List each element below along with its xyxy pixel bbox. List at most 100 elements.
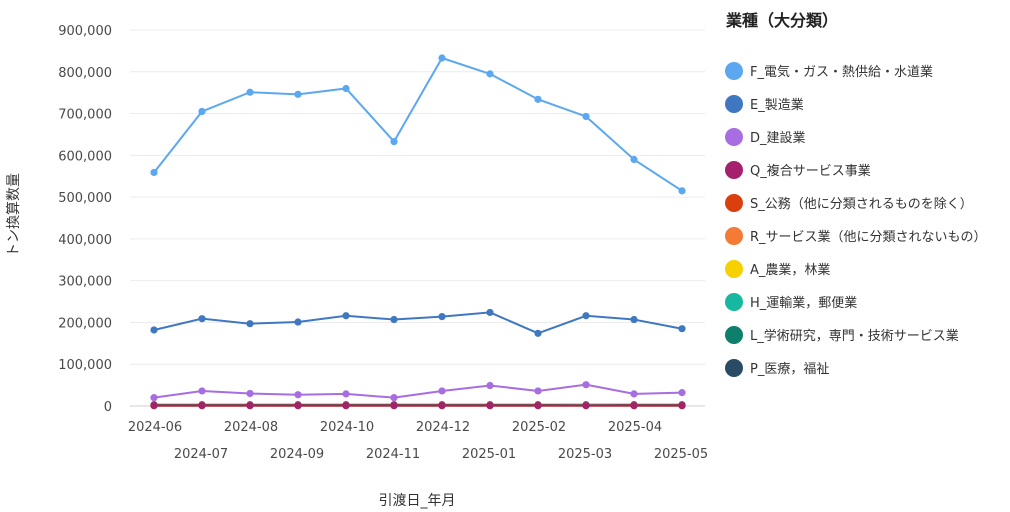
legend-item[interactable]: D_建設業	[725, 128, 806, 146]
data-point[interactable]	[390, 315, 398, 324]
data-point[interactable]	[294, 401, 302, 410]
x-tick-label: 2024-12	[416, 420, 470, 435]
legend-marker	[725, 359, 743, 377]
data-point[interactable]	[486, 308, 494, 317]
legend-label: S_公務（他に分類されるものを除く）	[750, 197, 973, 212]
data-point[interactable]	[246, 401, 254, 410]
data-point[interactable]	[678, 325, 686, 333]
legend-item[interactable]: L_学術研究，専門・技術サービス業	[725, 326, 959, 344]
y-tick-label: 0	[104, 400, 112, 415]
legend-marker	[725, 293, 743, 311]
data-point[interactable]	[198, 107, 206, 116]
data-point[interactable]	[678, 389, 686, 397]
data-point[interactable]	[246, 389, 254, 398]
series-group	[150, 401, 686, 410]
data-point[interactable]	[582, 112, 590, 121]
data-point[interactable]	[534, 329, 542, 337]
data-point[interactable]	[438, 387, 446, 395]
y-tick-label: 600,000	[58, 149, 112, 164]
data-point[interactable]	[678, 401, 686, 410]
legend-marker	[725, 128, 743, 146]
series-group	[150, 308, 686, 337]
legend-label: E_製造業	[750, 97, 804, 113]
legend-label: D_建設業	[750, 130, 806, 146]
data-point[interactable]	[630, 401, 638, 410]
data-point[interactable]	[438, 401, 446, 410]
legend-marker	[725, 194, 743, 212]
data-point[interactable]	[198, 387, 206, 395]
legend-marker	[725, 227, 743, 245]
legend-item[interactable]: P_医療，福祉	[725, 359, 829, 377]
data-point[interactable]	[342, 312, 350, 320]
x-axis-title: 引渡日_年月	[379, 493, 456, 509]
data-point[interactable]	[150, 168, 158, 177]
data-point[interactable]	[294, 318, 302, 326]
data-point[interactable]	[534, 401, 542, 410]
data-point[interactable]	[486, 401, 494, 410]
data-point[interactable]	[486, 381, 494, 390]
legend-item[interactable]: A_農業，林業	[725, 260, 830, 278]
series-group	[150, 54, 686, 195]
data-point[interactable]	[390, 394, 398, 402]
x-tick-label: 2024-09	[270, 447, 324, 462]
data-point[interactable]	[246, 88, 254, 96]
data-point[interactable]	[534, 95, 542, 103]
x-tick-label: 2025-03	[558, 447, 612, 462]
y-tick-label: 800,000	[58, 66, 112, 81]
y-axis-title: トン換算数量	[6, 173, 22, 257]
legend-label: A_農業，林業	[750, 262, 830, 278]
data-point[interactable]	[294, 90, 302, 98]
x-tick-label: 2025-01	[462, 447, 516, 462]
y-tick-label: 200,000	[58, 316, 112, 331]
legend[interactable]: F_電気・ガス・熱供給・水道業 E_製造業 D_建設業 Q_複合サービス事業 S_公務（…	[725, 62, 987, 377]
y-tick-label: 900,000	[58, 24, 112, 39]
data-point[interactable]	[342, 390, 350, 398]
data-point[interactable]	[150, 401, 158, 410]
data-point[interactable]	[198, 401, 206, 410]
data-point[interactable]	[630, 155, 638, 164]
data-point[interactable]	[390, 137, 398, 146]
legend-label: L_学術研究，専門・技術サービス業	[750, 328, 959, 344]
data-point[interactable]	[486, 70, 494, 78]
y-tick-label: 400,000	[58, 233, 112, 248]
legend-label: F_電気・ガス・熱供給・水道業	[750, 64, 933, 80]
data-point[interactable]	[582, 381, 590, 389]
data-point[interactable]	[342, 401, 350, 410]
series-line	[153, 311, 683, 335]
data-point[interactable]	[582, 312, 590, 320]
data-point[interactable]	[630, 390, 638, 398]
grid-lines	[130, 29, 705, 407]
legend-label: H_運輸業，郵便業	[750, 295, 857, 311]
data-point[interactable]	[294, 391, 302, 399]
legend-item[interactable]: H_運輸業，郵便業	[725, 293, 857, 311]
data-point[interactable]	[390, 401, 398, 410]
x-tick-label: 2024-06	[128, 420, 182, 435]
series-line	[153, 383, 683, 399]
x-tick-label: 2025-04	[608, 420, 662, 435]
data-point[interactable]	[150, 394, 158, 402]
legend-marker	[725, 326, 743, 344]
y-tick-label: 100,000	[58, 358, 112, 373]
legend-label: R_サービス業（他に分類されないもの）	[750, 229, 987, 245]
series-group	[150, 381, 686, 402]
legend-item[interactable]: S_公務（他に分類されるものを除く）	[725, 194, 973, 212]
series-line	[153, 56, 683, 192]
x-tick-label: 2024-11	[366, 447, 420, 462]
data-point[interactable]	[246, 320, 254, 328]
data-point[interactable]	[678, 187, 686, 195]
data-point[interactable]	[438, 54, 446, 62]
legend-item[interactable]: F_電気・ガス・熱供給・水道業	[725, 62, 933, 80]
legend-item[interactable]: Q_複合サービス事業	[725, 161, 871, 179]
legend-item[interactable]: E_製造業	[725, 95, 804, 113]
data-point[interactable]	[534, 387, 542, 395]
data-point[interactable]	[150, 326, 158, 334]
legend-item[interactable]: R_サービス業（他に分類されないもの）	[725, 227, 987, 245]
data-point[interactable]	[630, 315, 638, 324]
data-point[interactable]	[198, 315, 206, 323]
data-point[interactable]	[582, 401, 590, 410]
legend-marker	[725, 62, 743, 80]
data-point[interactable]	[342, 84, 350, 93]
data-point[interactable]	[438, 312, 446, 321]
y-tick-label: 700,000	[58, 108, 112, 123]
